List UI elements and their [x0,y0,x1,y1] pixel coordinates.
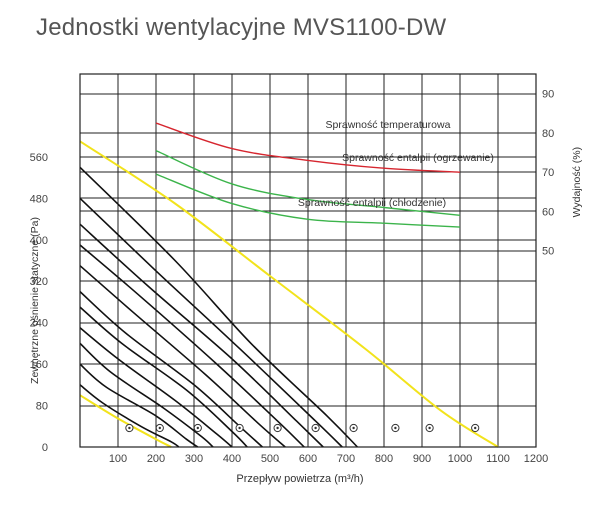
x-tick-label: 300 [185,453,203,465]
marker-dot-5 [276,426,279,430]
efficiency-curves [155,122,461,228]
marker-dot-10 [474,426,477,430]
y-right-tick-label: 50 [542,246,554,258]
limit-curves [79,140,499,448]
x-axis-label: Przepływ powietrza (m³/h) [236,473,363,485]
y-right-tick-label: 90 [542,89,554,101]
labels: Sprawność temperaturowa Sprawność entalpi… [29,89,583,485]
pressure-curve-11 [79,384,180,448]
y-left-tick-label: 400 [30,235,48,247]
x-tick-label: 800 [375,453,393,465]
markers [125,423,480,433]
pressure-curve-6 [79,291,263,448]
x-tick-label: 600 [299,453,317,465]
y-axis-label-right: Wydajność (%) [571,147,583,218]
chart-title: Jednostki wentylacyjne MVS1100-DW [36,14,447,41]
y-left-tick-label: 160 [30,359,48,371]
pressure-curve-4 [79,244,305,448]
pressure-curve-1 [79,166,358,448]
y-right-tick-label: 70 [542,167,554,179]
pressure-curves [79,166,358,448]
y-axis-label-left: Zewnętrzne ośnienie statyczne (Pa) [29,217,41,384]
x-tick-label: 200 [147,453,165,465]
marker-dot-6 [314,426,317,430]
efficiency-curve-1 [155,122,461,173]
limit-curve-1 [79,140,499,448]
x-tick-label: 700 [337,453,355,465]
marker-dot-8 [394,426,397,430]
x-tick-label: 1100 [486,453,510,465]
y-left-tick-label: 320 [30,276,48,288]
x-tick-label: 500 [261,453,279,465]
efficiency-curve-2 [155,149,461,216]
series-label-1: Sprawność temperaturowa [326,119,451,131]
x-tick-label: 400 [223,453,241,465]
marker-dot-2 [158,426,161,430]
marker-dot-9 [428,426,431,430]
pressure-curve-3 [79,223,324,448]
series-label-2: Sprawność entalpii (ogrzewanie) [342,152,494,164]
x-tick-label: 1000 [448,453,472,465]
marker-dot-4 [238,426,241,430]
pressure-curve-9 [79,342,214,448]
marker-dot-1 [128,426,131,430]
y-right-tick-label: 60 [542,206,554,218]
y-left-tick-label: 240 [30,318,48,330]
grid [80,73,537,448]
x-tick-label: 900 [413,453,431,465]
y-left-tick-label: 0 [42,442,48,454]
axes [79,73,537,448]
efficiency-curve-3 [155,173,461,228]
limit-curve-2 [79,394,172,448]
pressure-curve-10 [79,363,199,448]
y-left-tick-label: 560 [30,152,48,164]
pressure-curve-7 [79,306,248,448]
x-tick-label: 100 [109,453,127,465]
y-right-tick-label: 80 [542,128,554,140]
marker-dot-7 [352,426,355,430]
y-left-tick-label: 80 [36,401,48,413]
pressure-curve-5 [79,265,286,448]
marker-dot-3 [196,426,199,430]
plot-frame [79,73,537,448]
x-tick-label: 1200 [524,453,548,465]
pressure-curve-8 [79,327,233,448]
series-label-3: Sprawność entalpii (chłodzenie) [298,197,446,209]
y-left-tick-label: 480 [30,193,48,205]
pressure-curve-2 [79,197,343,448]
